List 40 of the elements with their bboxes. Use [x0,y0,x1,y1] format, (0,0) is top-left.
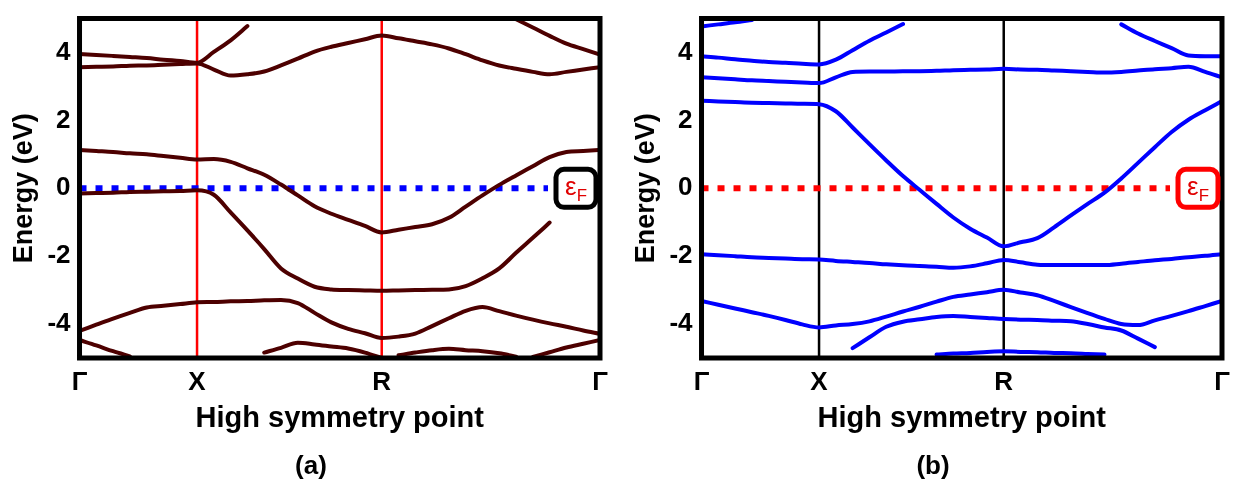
x-tick-label: X [188,365,207,396]
x-tick-label: Γ [693,365,710,396]
y-axis-title: Energy (eV) [7,113,38,264]
y-tick-label: -4 [47,307,72,338]
x-tick-label: R [994,365,1014,396]
line-series [79,297,600,340]
line-series [530,338,600,358]
y-tick-label: -4 [669,307,694,338]
line-series [701,22,905,67]
y-tick-label: 4 [678,35,694,66]
line-series [79,147,600,235]
y-tick-label: 4 [56,35,72,66]
line-series [701,64,1222,86]
x-axis-title: High symmetry point [195,400,485,433]
text: (a) [294,450,328,481]
line-series [701,18,754,29]
x-tick-label: R [372,365,392,396]
y-tick-label: 2 [678,103,693,134]
line-series [79,188,552,293]
line-series [850,313,1157,351]
line-series [1119,22,1222,59]
x-axis-title: High symmetry point [817,400,1107,433]
line-series [79,338,132,358]
line-series [396,346,519,358]
line-series [701,287,1222,330]
y-tick-label: -2 [47,239,71,270]
x-tick-label: Γ [71,365,88,396]
line-series [262,340,384,358]
y-tick-label: 2 [56,103,71,134]
x-tick-label: X [810,365,829,396]
line-series [701,252,1222,270]
y-tick-label: 0 [56,171,71,202]
x-tick-label: Γ [1214,365,1231,396]
line-series [514,18,600,57]
y-tick-label: 0 [678,171,693,202]
y-axis-title: Energy (eV) [629,113,660,264]
x-tick-label: Γ [592,365,609,396]
text: (b) [915,450,951,481]
line-series [701,98,1222,249]
y-tick-label: -2 [669,239,693,270]
